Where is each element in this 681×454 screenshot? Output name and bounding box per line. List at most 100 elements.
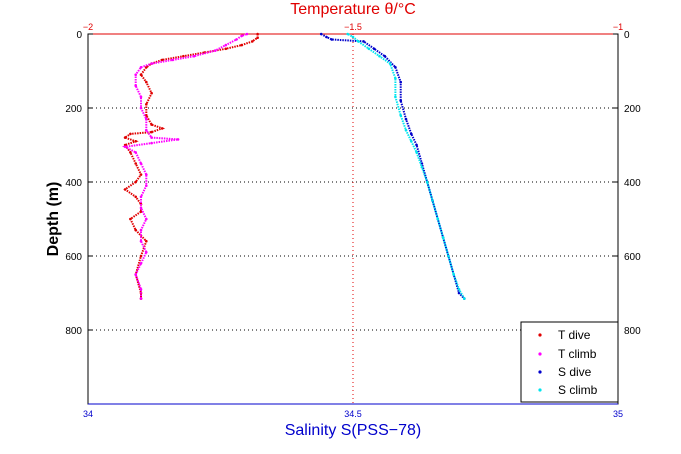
y-axis-label: Depth (m)	[45, 182, 62, 257]
legend-marker-s-climb	[538, 388, 542, 392]
data-point	[134, 228, 137, 232]
data-point	[145, 117, 148, 121]
y-tick-label-right: 600	[624, 252, 641, 263]
data-point	[134, 162, 137, 165]
y-tick-label-right: 200	[624, 104, 641, 115]
data-point	[240, 43, 243, 47]
data-point	[240, 34, 243, 38]
data-point	[145, 173, 148, 176]
data-point	[420, 165, 424, 169]
data-point	[399, 99, 403, 102]
legend-label-s-climb: S climb	[558, 383, 598, 397]
x-bottom-tick-label: 34.5	[344, 409, 362, 419]
x-top-tick-label: −1	[613, 22, 623, 32]
legend-box	[520, 321, 619, 403]
legend-marker-t-climb	[538, 352, 542, 356]
legend-label-s-dive: S dive	[558, 365, 592, 379]
data-point	[457, 288, 461, 291]
data-point	[134, 84, 137, 88]
data-point	[399, 114, 403, 117]
data-point	[399, 80, 403, 84]
data-point	[145, 80, 148, 84]
data-point	[134, 195, 137, 199]
y-tick-label-left: 0	[76, 30, 82, 41]
data-point	[182, 54, 185, 58]
legend-marker-s-dive	[538, 370, 542, 374]
grid	[88, 34, 618, 404]
data-point	[145, 239, 148, 243]
data-point	[123, 145, 127, 149]
y-tick-label-left: 200	[65, 104, 82, 115]
data-point	[245, 32, 249, 36]
data-point	[150, 62, 153, 65]
data-point	[383, 54, 387, 58]
data-point	[139, 262, 143, 265]
data-point	[134, 73, 137, 76]
legend-marker-t-dive	[538, 333, 542, 337]
data-point	[394, 77, 397, 80]
data-point	[139, 254, 143, 258]
legend-label-t-dive: T dive	[558, 328, 591, 342]
data-point	[150, 130, 153, 134]
data-point	[213, 49, 217, 52]
data-point	[139, 206, 143, 210]
data-point	[145, 251, 148, 254]
data-point	[139, 210, 143, 213]
data-point	[139, 195, 143, 199]
data-point	[145, 184, 148, 187]
data-point	[123, 143, 127, 147]
data-point	[251, 40, 254, 43]
data-point	[129, 132, 132, 136]
data-point	[235, 38, 238, 41]
series-line	[320, 33, 466, 300]
x-top-tick-label: −1.5	[344, 22, 362, 32]
data-point	[145, 103, 148, 106]
data-point	[150, 141, 153, 145]
data-point	[256, 36, 259, 39]
data-point	[431, 199, 434, 202]
data-point	[224, 43, 228, 47]
data-point	[404, 117, 408, 121]
data-point	[372, 47, 376, 51]
data-point	[145, 128, 148, 132]
data-marks	[121, 32, 466, 300]
chart-title: Temperature θ/°C	[290, 1, 416, 18]
data-point	[139, 106, 143, 110]
data-point	[192, 54, 196, 58]
data-point	[224, 47, 228, 51]
y-tick-label-right: 800	[624, 326, 641, 337]
data-point	[319, 32, 323, 36]
x-top-tick-label: −2	[83, 22, 93, 32]
data-point	[410, 132, 413, 136]
data-point	[325, 35, 328, 39]
data-point	[134, 180, 137, 184]
x-axis-label: Salinity S(PSS−78)	[285, 422, 422, 439]
data-point	[145, 114, 148, 117]
data-point	[463, 297, 466, 300]
data-point	[150, 136, 153, 139]
y-tick-label-left: 400	[65, 178, 82, 189]
data-point	[139, 162, 143, 165]
x-bottom-tick-label: 34	[83, 409, 93, 419]
data-point	[410, 140, 413, 143]
data-point	[139, 73, 143, 76]
series-s-climb	[346, 32, 466, 300]
data-point	[160, 127, 164, 130]
data-point	[123, 188, 127, 191]
data-point	[447, 254, 450, 258]
data-point	[134, 140, 137, 143]
data-point	[394, 95, 397, 99]
y-tick-label-right: 400	[624, 178, 641, 189]
data-point	[346, 32, 350, 36]
data-point	[139, 95, 143, 99]
data-point	[139, 173, 143, 176]
data-point	[362, 40, 365, 43]
data-point	[425, 180, 429, 184]
data-point	[134, 151, 137, 154]
y-tick-label-right: 0	[624, 30, 630, 41]
data-point	[129, 217, 132, 221]
data-point	[129, 151, 132, 154]
data-point	[139, 297, 143, 300]
data-point	[150, 91, 153, 95]
